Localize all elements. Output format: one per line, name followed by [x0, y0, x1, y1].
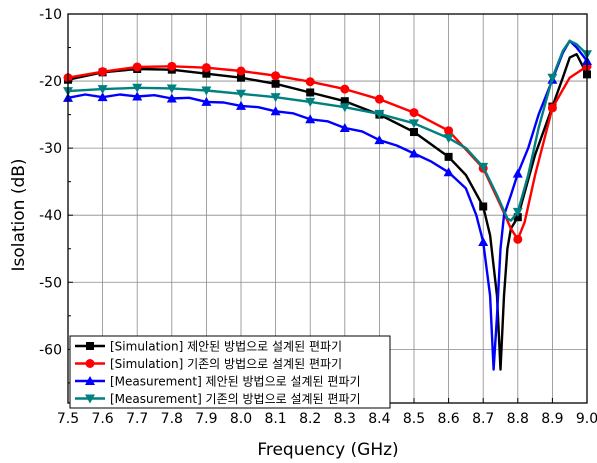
series-point — [236, 89, 246, 99]
series-point — [236, 66, 246, 76]
y-tick-label: -10 — [39, 7, 62, 23]
legend-item: [Measurement] 기존의 방법으로 설계된 편파기 — [75, 392, 361, 406]
series-point — [271, 79, 280, 88]
x-tick-labels: 7.5 7.6 7.7 7.8 7.9 8.0 8.1 8.2 8.3 8.4 8.5 8.6 8.7 8… — [57, 411, 597, 427]
series-point — [305, 114, 316, 124]
y-tick-label: -40 — [39, 208, 62, 224]
x-tick-label: 8.4 — [368, 411, 390, 427]
series-point — [236, 100, 246, 110]
series-point — [132, 62, 142, 72]
series-point — [98, 67, 108, 77]
series-point — [167, 61, 177, 71]
y-tick-label: -50 — [39, 275, 62, 291]
series-point — [409, 108, 419, 118]
legend-box — [69, 335, 391, 409]
series-point — [513, 234, 523, 244]
series-point — [512, 168, 523, 178]
series-point — [132, 91, 143, 101]
series-point — [237, 73, 245, 82]
x-tick-label: 8.0 — [230, 411, 252, 427]
x-tick-label: 8.9 — [541, 411, 563, 427]
legend-label: [Measurement] 기존의 방법으로 설계된 편파기 — [110, 392, 361, 406]
x-tick-label: 7.6 — [91, 411, 113, 427]
legend: [Simulation] 제안된 방법으로 설계된 편파기 [Simulation… — [69, 335, 391, 409]
legend-label: [Measurement] 제안된 방법으로 설계된 편파기 — [110, 375, 361, 389]
series-point — [444, 152, 453, 161]
y-tick-labels: -10 -20 -30 -40 -50 -60 — [39, 7, 62, 358]
y-axis-title: Isolation (dB) — [9, 158, 29, 271]
series-point — [409, 119, 419, 129]
series-point — [306, 88, 315, 97]
series-point — [547, 73, 558, 83]
series-point — [340, 97, 349, 106]
series-point — [512, 207, 523, 217]
series-point — [201, 63, 211, 73]
x-tick-label: 8.2 — [299, 411, 321, 427]
series-point — [97, 85, 108, 95]
y-tick-label: -20 — [39, 74, 62, 90]
y-tick-label: -30 — [39, 141, 62, 157]
series-point — [444, 126, 454, 136]
x-tick-label: 7.7 — [126, 411, 148, 427]
series-point — [271, 71, 281, 81]
x-tick-label: 7.8 — [161, 411, 183, 427]
legend-marker — [86, 342, 94, 350]
series-point — [443, 167, 454, 177]
series-point — [374, 94, 384, 104]
x-tick-label: 7.5 — [57, 411, 79, 427]
series-point — [270, 93, 281, 103]
series-point — [443, 134, 454, 144]
legend-items: [Simulation] 제안된 방법으로 설계된 편파기 [Simulation… — [75, 340, 361, 406]
series-point — [340, 84, 350, 94]
legend-marker — [85, 376, 95, 385]
x-tick-label: 8.8 — [507, 411, 529, 427]
series-point — [201, 86, 212, 96]
x-tick-label: 8.3 — [334, 411, 356, 427]
y-tick-label: -60 — [39, 342, 62, 358]
series-point — [305, 97, 316, 107]
series-point — [270, 106, 281, 116]
series-point — [201, 96, 212, 106]
series-point — [409, 148, 419, 158]
series-point — [166, 93, 177, 103]
series-point — [202, 69, 211, 78]
series-1 — [63, 61, 592, 244]
x-tick-label: 8.6 — [437, 411, 459, 427]
series-point — [547, 103, 557, 113]
x-tick-label: 8.1 — [264, 411, 286, 427]
series-point — [410, 128, 418, 137]
series-point — [339, 123, 350, 133]
series-point — [479, 202, 488, 211]
series-point — [97, 92, 108, 102]
legend-item: [Measurement] 제안된 방법으로 설계된 편파기 — [75, 375, 361, 389]
x-tick-label: 8.7 — [472, 411, 494, 427]
legend-item: [Simulation] 제안된 방법으로 설계된 편파기 — [75, 340, 342, 354]
series-point — [478, 162, 489, 172]
legend-item: [Simulation] 기존의 방법으로 설계된 편파기 — [75, 357, 342, 371]
series-point — [305, 77, 315, 87]
series-point — [478, 237, 489, 247]
series-point — [339, 103, 350, 113]
series-line — [67, 39, 588, 371]
series-point — [132, 83, 143, 93]
legend-marker — [85, 394, 95, 404]
series-point — [374, 135, 385, 145]
legend-label: [Simulation] 제안된 방법으로 설계된 편파기 — [110, 340, 342, 354]
x-tick-label: 8.5 — [403, 411, 425, 427]
x-tick-label: 9.0 — [576, 411, 597, 427]
x-axis-title: Frequency (GHz) — [257, 440, 398, 460]
series-point — [166, 84, 177, 94]
series-point — [374, 109, 385, 119]
series-point — [513, 213, 522, 222]
legend-label: [Simulation] 기존의 방법으로 설계된 편파기 — [110, 357, 342, 371]
x-tick-label: 7.9 — [195, 411, 217, 427]
legend-marker — [85, 359, 95, 368]
